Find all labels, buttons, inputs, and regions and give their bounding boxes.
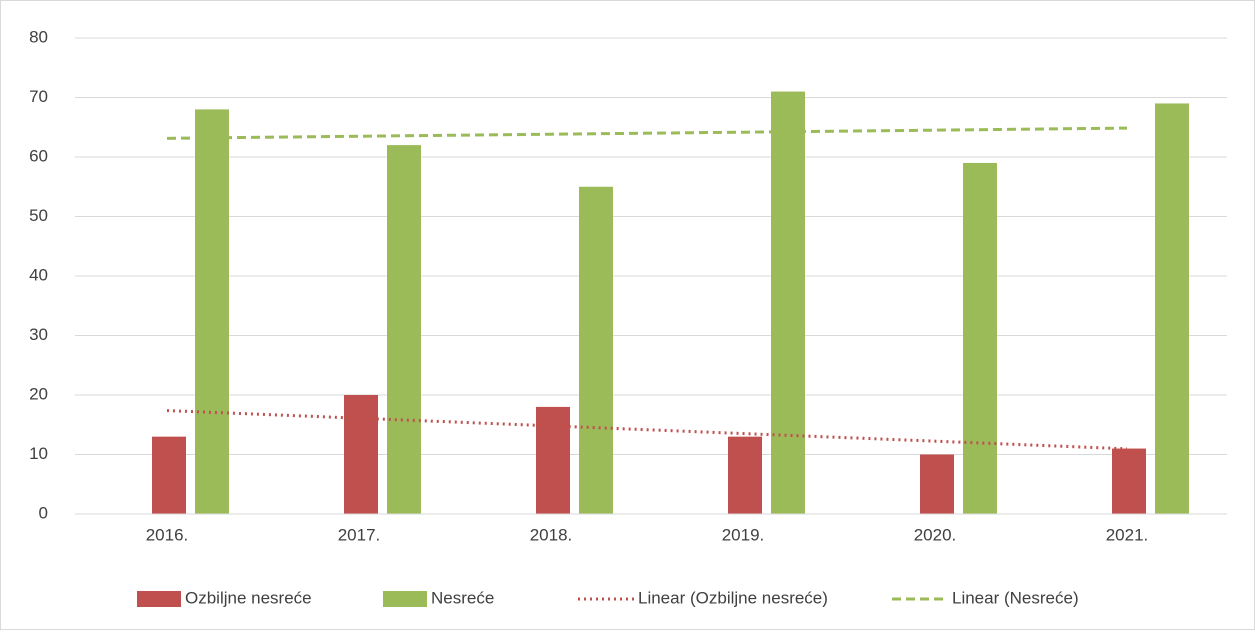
legend-swatch: [137, 591, 181, 607]
legend-label: Nesreće: [431, 588, 494, 607]
legend-swatch: [383, 591, 427, 607]
y-tick-label: 40: [29, 265, 48, 284]
x-tick-label: 2018.: [530, 525, 573, 544]
bar: [387, 145, 421, 514]
bar: [1155, 103, 1189, 514]
bar: [536, 406, 570, 514]
y-tick-label: 0: [39, 503, 48, 522]
x-tick-label: 2019.: [722, 525, 765, 544]
bar: [771, 91, 805, 515]
y-tick-label: 70: [29, 87, 48, 106]
x-tick-label: 2020.: [914, 525, 957, 544]
bar: [1112, 448, 1146, 514]
bar: [344, 395, 378, 514]
trend-line: [166, 126, 1128, 140]
legend-label: Ozbiljne nesreće: [185, 588, 312, 607]
x-tick-label: 2017.: [338, 525, 381, 544]
x-tick-label: 2016.: [146, 525, 189, 544]
bar: [728, 436, 762, 514]
y-tick-label: 60: [29, 146, 48, 165]
y-tick-label: 10: [29, 444, 48, 463]
bar: [195, 109, 229, 515]
trend-line: [166, 409, 1128, 451]
legend-label: Linear (Nesreće): [952, 588, 1079, 607]
bar: [579, 186, 613, 514]
bar: [963, 162, 997, 514]
y-tick-label: 80: [29, 27, 48, 46]
y-tick-label: 50: [29, 206, 48, 225]
legend-label: Linear (Ozbiljne nesreće): [638, 588, 828, 607]
y-tick-label: 30: [29, 325, 48, 344]
bar: [920, 454, 954, 514]
x-tick-label: 2021.: [1106, 525, 1149, 544]
y-tick-label: 20: [29, 384, 48, 403]
bar: [152, 436, 186, 514]
